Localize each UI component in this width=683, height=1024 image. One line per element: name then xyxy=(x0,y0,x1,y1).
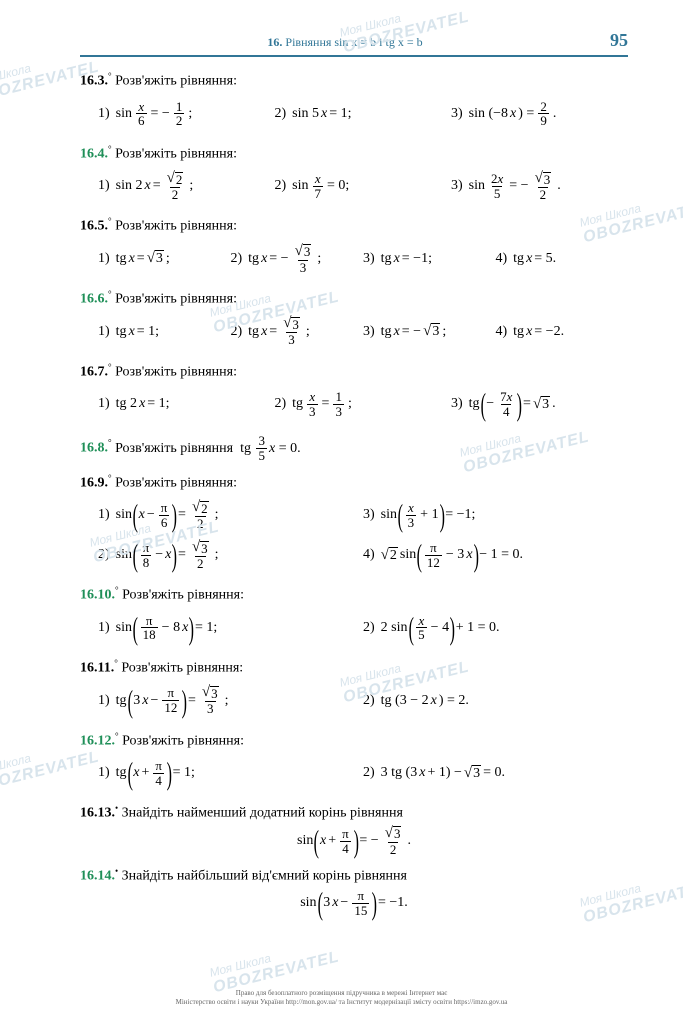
problem-part: 2)tg x = − 33; xyxy=(231,239,364,279)
problem-number: 16.13. xyxy=(80,806,115,821)
problem-number: 16.5. xyxy=(80,219,108,234)
problem-part: 1)tg 2x = 1; xyxy=(98,384,274,424)
problem-title-text: Розв'яжіть рівняння: xyxy=(115,146,237,161)
footnote: Право для безоплатного розміщення підруч… xyxy=(0,989,683,1006)
header-rule xyxy=(80,55,628,57)
problem-part: 4)tg x = −2. xyxy=(496,312,629,352)
problem-part: 3)sin 2x5 = − 32. xyxy=(451,166,627,206)
problem-title-text: Розв'яжіть рівняння tg 35x = 0. xyxy=(115,441,300,456)
problem-part: 2)2 sin (x5 − 4) + 1 = 0. xyxy=(363,608,628,648)
problem-16-4: 16.4.° Розв'яжіть рівняння: 1)sin 2x = 2… xyxy=(80,144,628,207)
problem-number: 16.14. xyxy=(80,869,115,884)
problem-part: 4)2 sin (π12 − 3x) − 1 = 0. xyxy=(363,535,628,575)
problem-part: 2)sin 5x = 1; xyxy=(274,94,450,134)
section-number: 16. xyxy=(267,35,282,49)
problem-title-text: Розв'яжіть рівняння: xyxy=(122,588,244,603)
problem-number: 16.3. xyxy=(80,74,108,89)
problem-16-5: 16.5.° Розв'яжіть рівняння: 1)tg x = 3; … xyxy=(80,216,628,279)
problem-part: 1)tg (x + π4) = 1; xyxy=(98,753,363,793)
problem-16-11: 16.11.° Розв'яжіть рівняння: 1)tg (3x − … xyxy=(80,658,628,721)
problem-title-text: Розв'яжіть рівняння: xyxy=(115,364,237,379)
problem-number: 16.9. xyxy=(80,475,108,490)
problem-equation: sin (3x − π15) = −1. xyxy=(80,889,628,917)
section-title: 16. Рівняння sin x = b і tg x = b xyxy=(80,35,610,50)
problem-part: 3)tg (− 7x4) = 3. xyxy=(451,384,627,424)
section-title-text: Рівняння sin x = b і tg x = b xyxy=(285,35,422,49)
problem-16-8: 16.8.° Розв'яжіть рівняння tg 35x = 0. xyxy=(80,434,628,462)
problem-title-text: Знайдіть найменший додатний корінь рівня… xyxy=(122,806,403,821)
problem-number: 16.4. xyxy=(80,146,108,161)
problem-part: 2)sin (π8 − x) = 32; xyxy=(98,535,363,575)
problem-part: 2)3 tg (3x + 1) − 3 = 0. xyxy=(363,753,628,793)
problem-title-text: Розв'яжіть рівняння: xyxy=(115,219,237,234)
problem-part: 1)sin x6 = − 12; xyxy=(98,94,274,134)
problem-part: 1)tg x = 1; xyxy=(98,312,231,352)
problem-16-3: 16.3.° Розв'яжіть рівняння: 1)sin x6 = −… xyxy=(80,71,628,134)
problem-part: 1)sin (π18 − 8x) = 1; xyxy=(98,608,363,648)
problem-part: 2)sin x7 = 0; xyxy=(274,166,450,206)
problem-title-text: Розв'яжіть рівняння: xyxy=(115,475,237,490)
problem-title-text: Розв'яжіть рівняння: xyxy=(115,74,237,89)
problem-16-6: 16.6.° Розв'яжіть рівняння: 1)tg x = 1; … xyxy=(80,289,628,352)
problem-part: 1)tg x = 3; xyxy=(98,239,231,279)
problem-16-10: 16.10.° Розв'яжіть рівняння: 1)sin (π18 … xyxy=(80,585,628,648)
problem-number: 16.10. xyxy=(80,588,115,603)
problem-equation: sin (x + π4) = − 32. xyxy=(80,826,628,856)
problem-16-12: 16.12.° Розв'яжіть рівняння: 1)tg (x + π… xyxy=(80,731,628,794)
problem-16-7: 16.7.° Розв'яжіть рівняння: 1)tg 2x = 1;… xyxy=(80,362,628,425)
problem-16-9: 16.9.° Розв'яжіть рівняння: 1)sin (x − π… xyxy=(80,473,628,576)
problem-number: 16.7. xyxy=(80,364,108,379)
problem-part: 2)tg x3 = 13; xyxy=(274,384,450,424)
problem-number: 16.6. xyxy=(80,292,108,307)
problem-part: 4)tg x = 5. xyxy=(496,239,629,279)
problem-part: 3)sin (−8x) = 29. xyxy=(451,94,627,134)
problem-title-text: Знайдіть найбільший від'ємний корінь рів… xyxy=(122,869,407,884)
problem-title-text: Розв'яжіть рівняння: xyxy=(115,292,237,307)
problem-part: 1)tg (3x − π12) = 33; xyxy=(98,681,363,721)
footnote-line: Право для безоплатного розміщення підруч… xyxy=(0,989,683,997)
page-header: 16. Рівняння sin x = b і tg x = b 95 xyxy=(80,30,628,51)
problem-part: 2)tg (3 − 2x) = 2. xyxy=(363,681,628,721)
problem-16-13: 16.13.• Знайдіть найменший додатний корі… xyxy=(80,803,628,856)
problem-number: 16.12. xyxy=(80,733,115,748)
problem-title-text: Розв'яжіть рівняння: xyxy=(122,733,244,748)
problem-part: 1)sin 2x = 22; xyxy=(98,166,274,206)
page-number: 95 xyxy=(610,30,628,51)
problem-part: 3)tg x = −1; xyxy=(363,239,496,279)
problem-number: 16.8. xyxy=(80,441,108,456)
problem-number: 16.11. xyxy=(80,661,114,676)
problem-part: 3)sin (x3 + 1) = −1; xyxy=(363,495,628,535)
problem-part: 2)tg x = 33; xyxy=(231,312,364,352)
footnote-line: Міністерство освіти і науки України http… xyxy=(0,998,683,1006)
problem-part: 1)sin (x − π6) = 22; xyxy=(98,495,363,535)
problem-16-14: 16.14.• Знайдіть найбільший від'ємний ко… xyxy=(80,866,628,917)
problem-title-text: Розв'яжіть рівняння: xyxy=(121,661,243,676)
problem-part: 3)tg x = −3; xyxy=(363,312,496,352)
